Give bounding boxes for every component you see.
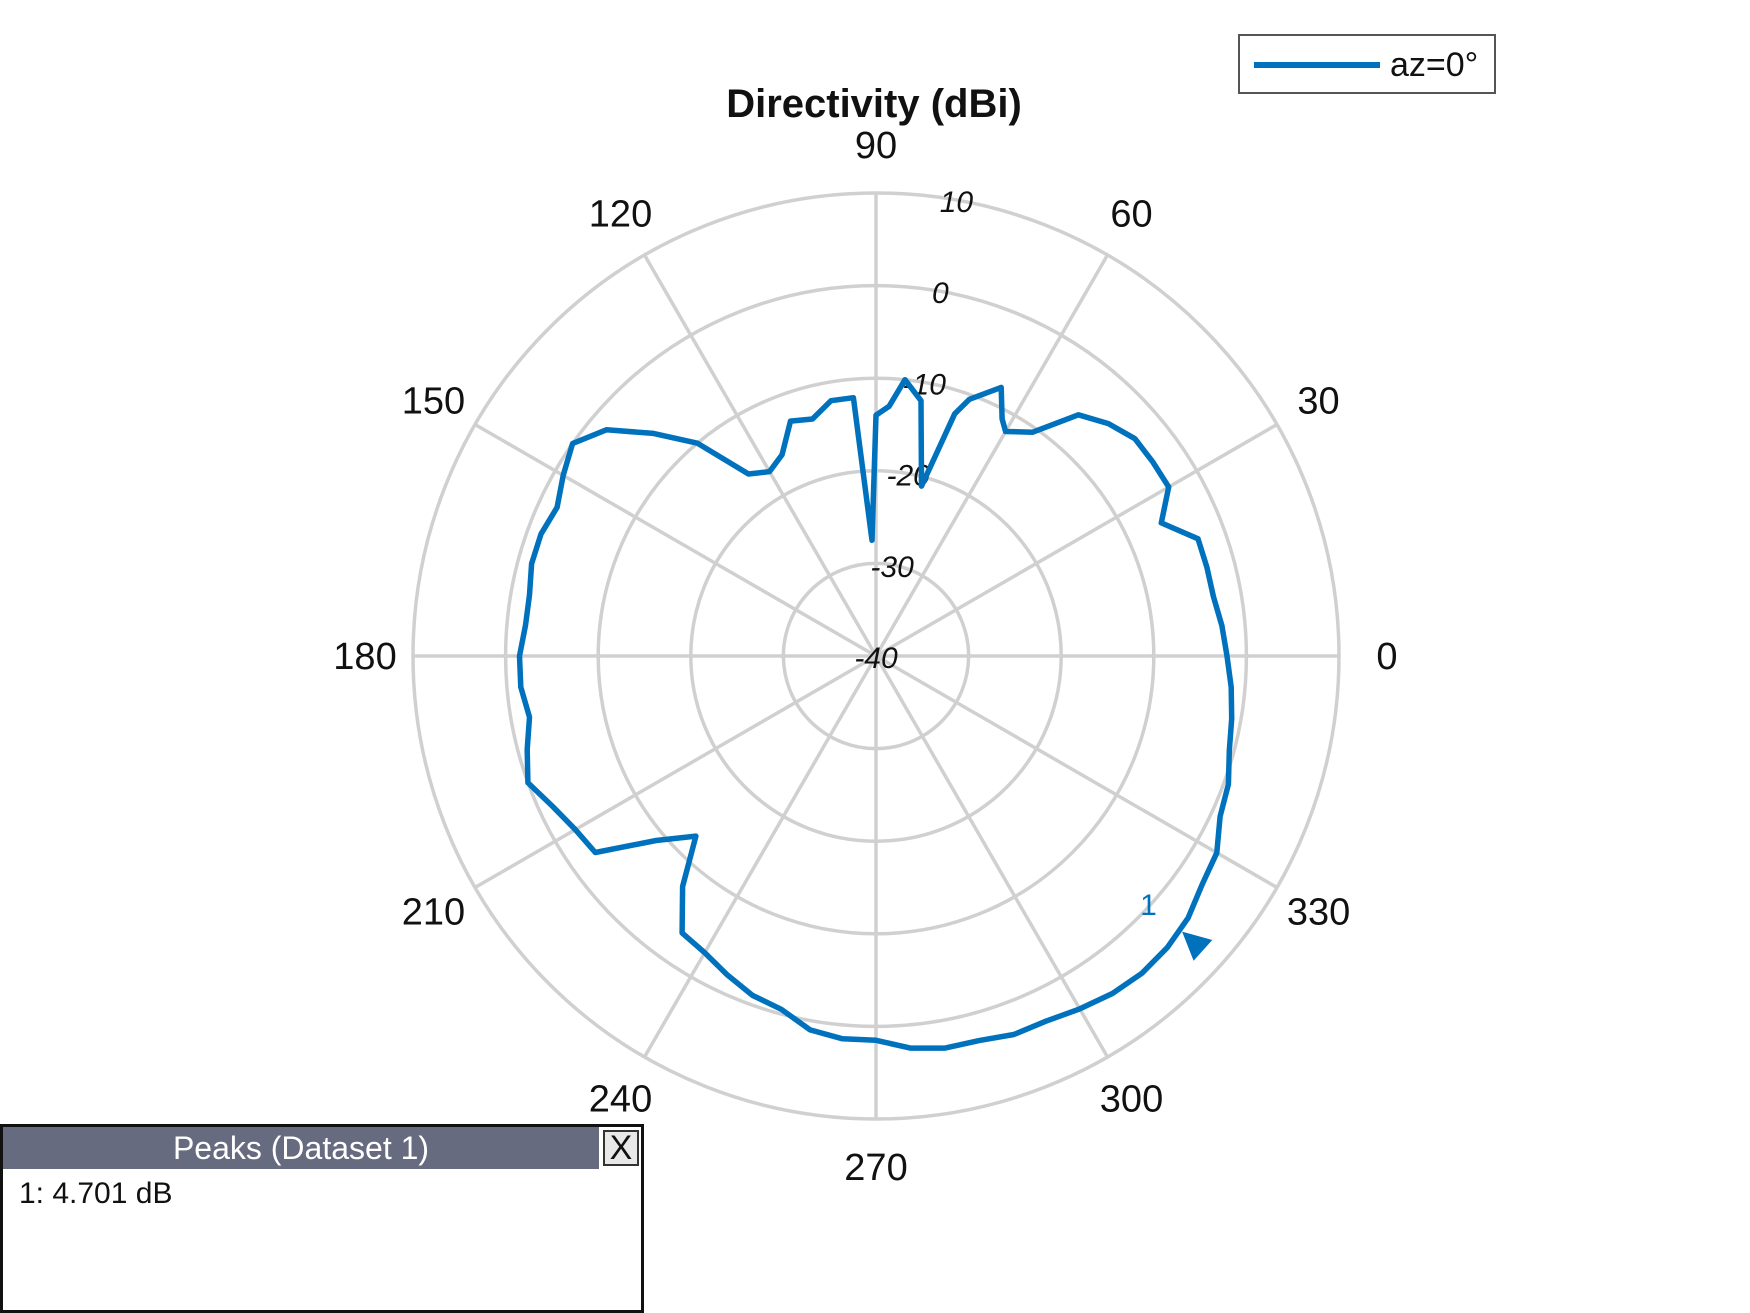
grid-spoke: [874, 254, 1110, 657]
angle-tick-label: 90: [855, 125, 897, 167]
close-button[interactable]: X: [603, 1130, 639, 1166]
radial-tick-label: -30: [870, 551, 914, 584]
legend: az=0°: [1238, 34, 1496, 94]
peak-marker: 1: [1140, 889, 1213, 961]
peaks-panel: Peaks (Dataset 1) X 1: 4.701 dB: [0, 1124, 644, 1313]
angle-tick-label: 240: [589, 1079, 652, 1121]
grid-spoke: [642, 254, 878, 657]
angle-tick-labels: 0 30 60 90 120 150 180 210 240 270 300 330: [333, 125, 1397, 1189]
series-az0: [516, 376, 1235, 1051]
peak-marker-triangle: [1182, 931, 1213, 961]
angle-tick-label: 330: [1287, 892, 1350, 934]
grid-spoke: [474, 654, 877, 890]
legend-label: az=0°: [1390, 46, 1479, 84]
grid-spoke: [874, 655, 1110, 1058]
radial-tick-label: 10: [940, 186, 974, 219]
peaks-panel-title: Peaks (Dataset 1): [3, 1127, 599, 1169]
radial-tick-label: -40: [854, 642, 898, 675]
angle-tick-label: 150: [402, 381, 465, 423]
grid-spoke: [642, 655, 878, 1058]
angle-tick-label: 270: [844, 1147, 907, 1189]
chart-title: Directivity (dBi): [726, 82, 1022, 126]
angle-tick-label: 30: [1297, 381, 1339, 423]
angle-tick-label: 300: [1100, 1079, 1163, 1121]
grid-spoke: [875, 422, 1278, 658]
grid-spoke: [875, 654, 1278, 890]
angle-tick-label: 210: [402, 892, 465, 934]
grid-spoke: [474, 422, 877, 658]
radial-tick-label: 0: [932, 277, 949, 310]
angle-tick-label: 0: [1376, 636, 1397, 678]
series-line: [516, 376, 1235, 1051]
angle-tick-label: 180: [333, 636, 396, 678]
peak-entry: 1: 4.701 dB: [19, 1177, 173, 1210]
angle-tick-label: 60: [1110, 193, 1152, 235]
angle-tick-label: 120: [589, 193, 652, 235]
legend-swatch: [1254, 62, 1380, 68]
peak-marker-label: 1: [1140, 889, 1157, 922]
